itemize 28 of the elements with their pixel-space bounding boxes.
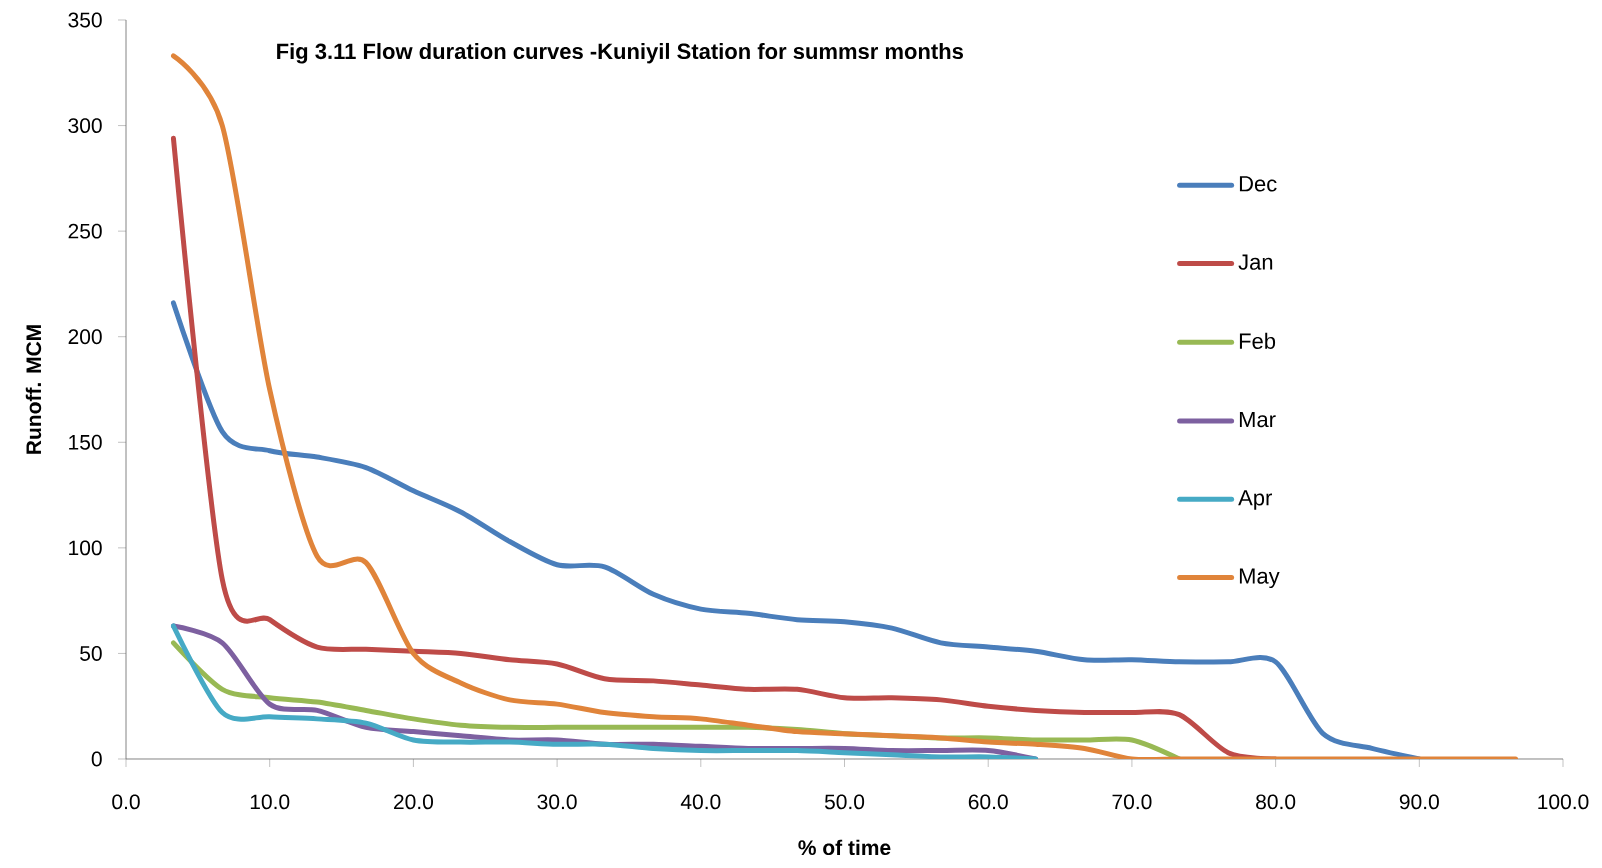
x-tick-label: 30.0 [537, 794, 577, 810]
x-tick-label: 90.0 [1399, 794, 1439, 810]
x-tick-label: 20.0 [394, 794, 434, 810]
x-tick-label: 0.0 [112, 794, 140, 810]
y-tick-label: 50 [80, 646, 102, 661]
x-tick-label: 100.0 [1538, 794, 1589, 810]
legend-label: Feb [1239, 332, 1276, 349]
legend-label: Apr [1238, 490, 1272, 510]
y-tick-label: 300 [68, 118, 102, 134]
x-tick-label: 50.0 [824, 794, 865, 810]
y-tick-label: 100 [69, 540, 102, 556]
x-axis-title: % of time [798, 839, 891, 856]
x-tick-label: 80.0 [1256, 794, 1296, 810]
x-tick-label: 60.0 [968, 794, 1008, 810]
legend-label: Mar [1239, 411, 1276, 428]
x-tick-label: 40.0 [680, 794, 721, 810]
y-axis-title: Runoff. MCM [25, 325, 42, 454]
y-tick-label: 150 [69, 434, 102, 450]
y-tick-label: 0 [91, 751, 102, 767]
x-tick-label: 70.0 [1112, 794, 1152, 810]
legend-label: Jan [1238, 254, 1273, 270]
y-tick-label: 350 [68, 12, 102, 28]
legend-label: May [1239, 568, 1280, 589]
y-tick-label: 250 [68, 223, 102, 239]
y-tick-label: 200 [68, 329, 102, 345]
legend-label: Dec [1239, 176, 1277, 192]
x-tick-label: 10.0 [250, 794, 290, 810]
text: Fig 3.11 Flow duration curves -Kuniyil Station for summsr months [277, 42, 963, 64]
